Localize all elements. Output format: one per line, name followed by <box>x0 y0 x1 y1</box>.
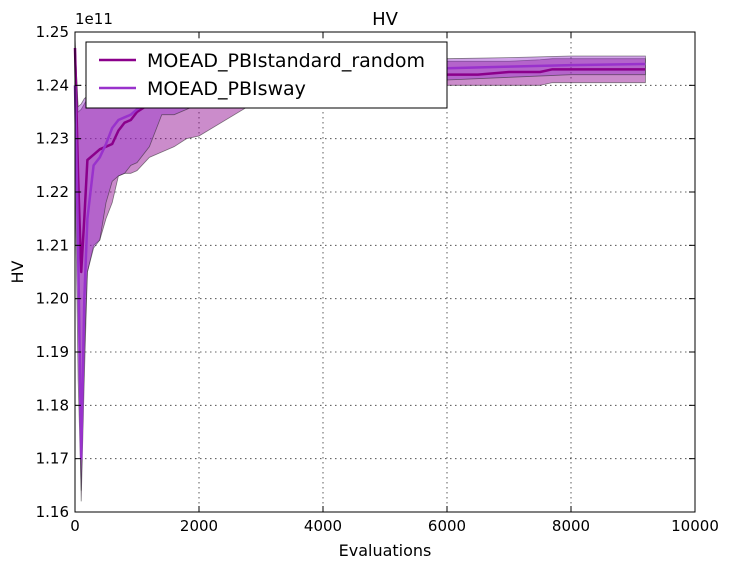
x-tick-label: 4000 <box>304 517 342 535</box>
y-tick-label: 1.23 <box>36 130 69 148</box>
y-axis-ticks: 1.16 1.17 1.18 1.19 1.20 1.21 1.22 1.23 1.24 1.25 <box>36 23 695 521</box>
y-tick-label: 1.18 <box>36 396 69 414</box>
confidence-band-series-2 <box>74 42 646 491</box>
x-tick-label: 2000 <box>180 517 218 535</box>
legend: MOEAD_PBIstandard_random MOEAD_PBIsway <box>85 41 448 109</box>
x-axis-ticks: 0 2000 4000 6000 8000 10000 <box>70 32 719 535</box>
chart-title: HV <box>372 9 399 30</box>
y-axis-label: HV <box>8 260 27 283</box>
y-tick-label: 1.25 <box>36 23 69 41</box>
y-tick-label: 1.22 <box>36 183 69 201</box>
y-tick-label: 1.16 <box>36 503 69 521</box>
legend-label: MOEAD_PBIsway <box>147 78 306 100</box>
x-tick-label: 10000 <box>671 517 719 535</box>
y-axis-offset-text: 1e11 <box>75 10 113 28</box>
y-tick-label: 1.19 <box>36 343 69 361</box>
legend-box <box>85 41 448 109</box>
plot-frame <box>74 31 696 513</box>
y-tick-label: 1.20 <box>36 290 69 308</box>
legend-label: MOEAD_PBIstandard_random <box>147 50 425 72</box>
y-tick-label: 1.21 <box>36 236 69 254</box>
x-tick-label: 6000 <box>428 517 466 535</box>
y-tick-label: 1.24 <box>36 76 69 94</box>
x-tick-label: 0 <box>70 517 80 535</box>
x-tick-label: 8000 <box>552 517 590 535</box>
x-axis-label: Evaluations <box>339 541 432 560</box>
y-tick-label: 1.17 <box>36 450 69 468</box>
